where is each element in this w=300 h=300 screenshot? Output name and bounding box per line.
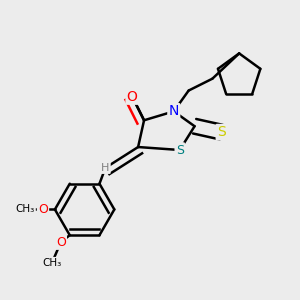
Text: O: O bbox=[127, 89, 138, 103]
Text: H: H bbox=[101, 163, 110, 173]
Text: S: S bbox=[217, 125, 226, 139]
Text: CH₃: CH₃ bbox=[16, 204, 35, 214]
Text: N: N bbox=[169, 104, 179, 118]
Text: O: O bbox=[38, 203, 48, 216]
Text: O: O bbox=[56, 236, 66, 249]
Text: S: S bbox=[176, 143, 184, 157]
Text: CH₃: CH₃ bbox=[42, 258, 62, 268]
